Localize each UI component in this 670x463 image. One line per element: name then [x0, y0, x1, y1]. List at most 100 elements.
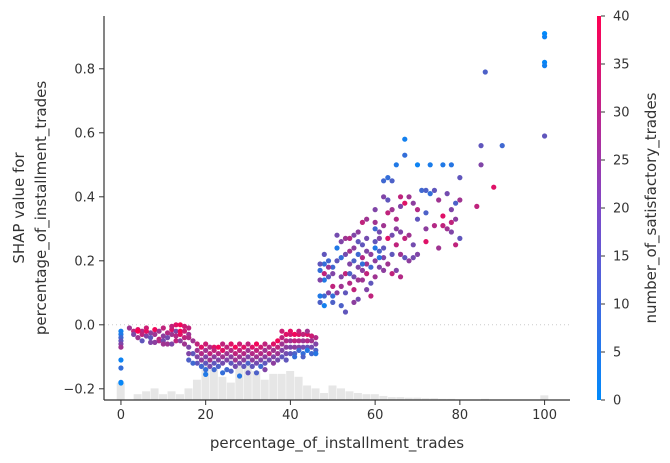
data-point-34 [436, 197, 442, 203]
data-point-158 [397, 274, 404, 280]
data-point-36 [448, 207, 454, 213]
data-point-259 [236, 360, 243, 366]
data-point-211 [160, 341, 166, 347]
data-point-143 [368, 251, 374, 257]
data-point-123 [325, 290, 332, 296]
data-point-111 [338, 303, 344, 309]
data-point-313 [283, 344, 289, 350]
data-point-176 [164, 330, 171, 336]
data-point-96 [355, 264, 361, 270]
data-point-186 [160, 333, 166, 339]
data-point-80 [372, 219, 378, 225]
data-point-145 [347, 235, 353, 241]
data-point-281 [262, 347, 268, 353]
data-point-166 [368, 264, 374, 270]
data-point-67 [389, 207, 395, 213]
data-point-75 [393, 242, 399, 248]
data-point-175 [160, 325, 166, 331]
data-point-102 [347, 248, 353, 254]
data-point-272 [253, 341, 260, 347]
data-point-86 [372, 274, 378, 280]
data-point-256 [236, 341, 243, 347]
data-point-129 [321, 271, 327, 277]
data-point-101 [351, 245, 357, 251]
data-point-137 [355, 229, 361, 235]
colorbar-tick-label-6: 30 [613, 106, 630, 121]
histogram-bar-17 [269, 373, 278, 400]
data-point-182 [143, 333, 149, 339]
data-point-187 [164, 335, 171, 341]
x-tick-label-5: 100 [532, 408, 557, 423]
data-point-254 [232, 357, 238, 363]
data-point-135 [342, 235, 349, 241]
data-point-279 [258, 363, 264, 369]
data-point-310 [279, 354, 285, 360]
histogram-bar-34 [413, 397, 422, 400]
colorbar-gradient [597, 16, 601, 400]
data-point-227 [203, 367, 209, 373]
data-point-30 [419, 187, 425, 193]
data-point-210 [186, 325, 192, 331]
histogram-bar-20 [294, 376, 303, 400]
data-point-214 [181, 341, 188, 347]
y-tick-label-2: 0.2 [74, 254, 95, 269]
data-point-222 [198, 363, 205, 369]
data-point-184 [152, 331, 158, 337]
data-point-26 [440, 162, 446, 168]
data-point-324 [296, 338, 302, 344]
data-point-289 [270, 354, 277, 360]
data-point-5 [118, 344, 124, 350]
data-point-224 [203, 347, 209, 353]
data-point-55 [406, 194, 412, 200]
histogram-bar-28 [362, 394, 371, 400]
data-point-180 [135, 335, 141, 341]
data-point-230 [207, 357, 213, 363]
histogram-bar-14 [243, 365, 252, 400]
data-point-326 [296, 347, 302, 353]
data-point-237 [215, 351, 221, 357]
shap-points [118, 30, 548, 386]
x-tick-label-4: 80 [452, 408, 469, 423]
data-point-336 [308, 338, 315, 344]
data-point-121 [325, 264, 332, 270]
y-tick-label-3: 0.4 [74, 190, 95, 205]
data-point-142 [381, 245, 387, 251]
data-point-328 [300, 338, 306, 344]
data-point-338 [308, 351, 315, 357]
data-point-68 [385, 210, 391, 216]
histogram-bar-9 [201, 359, 210, 400]
colorbar-tick-label-5: 25 [613, 154, 630, 169]
data-point-304 [228, 368, 234, 374]
data-point-46 [423, 239, 429, 245]
data-point-202 [152, 339, 158, 345]
data-point-115 [330, 264, 336, 270]
data-point-290 [270, 360, 277, 366]
x-axis-ticks: 0 20 40 60 80 100 [117, 400, 557, 423]
data-point-146 [338, 239, 344, 245]
data-point-348 [292, 354, 298, 360]
data-point-61 [453, 200, 459, 206]
histogram-bar-24 [328, 385, 337, 400]
data-point-240 [220, 341, 226, 347]
x-tick-label-2: 40 [282, 408, 299, 423]
data-point-19 [491, 184, 497, 190]
data-point-197 [181, 335, 188, 341]
data-point-321 [292, 344, 298, 350]
data-point-218 [194, 360, 200, 366]
data-point-31 [423, 187, 429, 193]
data-point-283 [262, 360, 268, 366]
histogram-bar-5 [167, 391, 176, 400]
histogram-bar-27 [353, 393, 362, 400]
data-point-159 [402, 255, 408, 261]
data-point-74 [385, 235, 391, 241]
data-point-245 [224, 351, 230, 357]
x-tick-label-0: 0 [117, 408, 125, 423]
data-point-285 [266, 351, 272, 357]
data-point-133 [317, 267, 323, 273]
data-point-165 [376, 255, 382, 261]
data-point-64 [389, 178, 395, 184]
data-point-144 [355, 239, 361, 245]
data-point-51 [410, 242, 416, 248]
data-point-152 [342, 309, 349, 315]
data-point-156 [389, 271, 395, 277]
